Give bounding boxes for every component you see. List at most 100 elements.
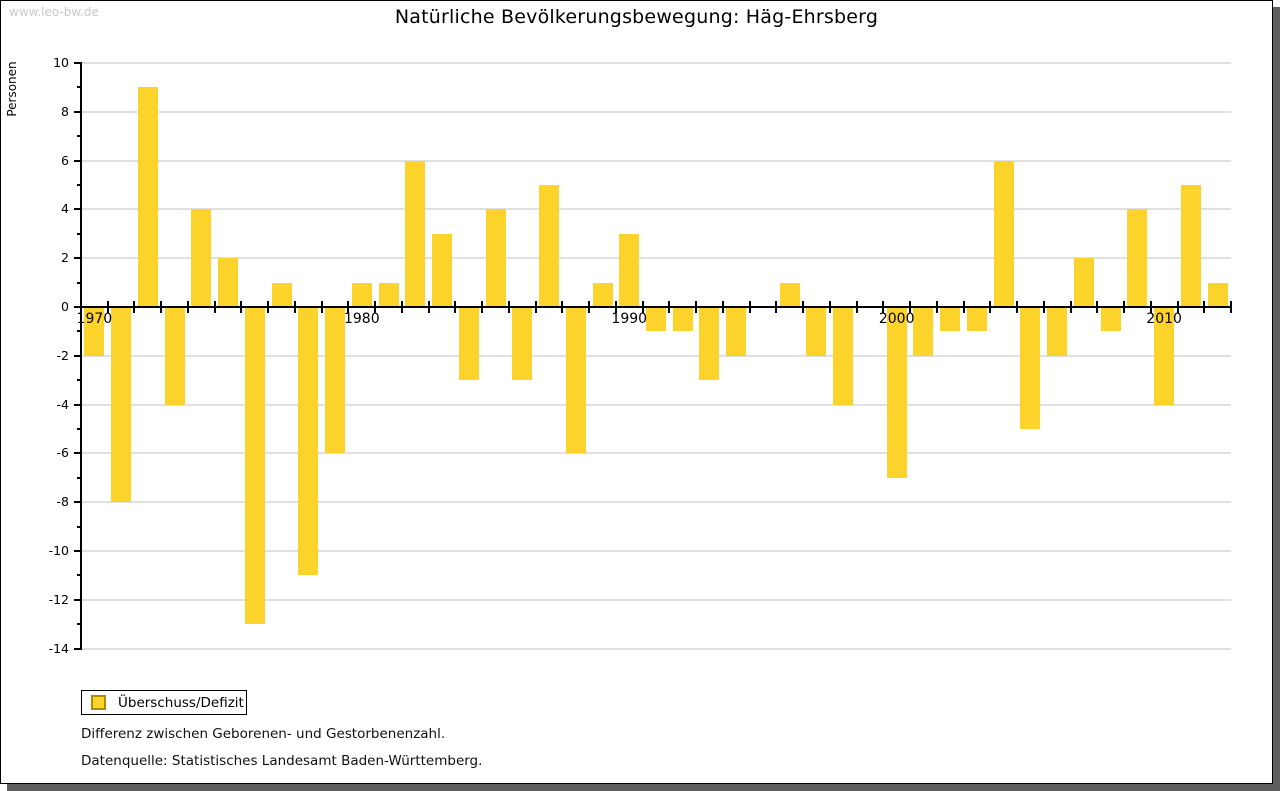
x-axis-tick: [775, 301, 778, 313]
x-axis-tick: [1069, 301, 1072, 313]
bar: [833, 307, 854, 405]
y-axis-tick: [74, 159, 81, 162]
bar: [940, 307, 961, 332]
y-tick-label: -4: [56, 396, 69, 412]
x-axis-tick: [454, 301, 457, 313]
gridline: [81, 501, 1231, 504]
y-tick-label: 6: [61, 152, 69, 168]
x-axis-tick: [427, 301, 430, 313]
y-axis-tick: [77, 330, 81, 333]
x-axis-tick: [481, 301, 484, 313]
x-axis-tick: [400, 301, 403, 313]
y-tick-label: 0: [61, 299, 69, 314]
gridline: [81, 354, 1231, 357]
y-axis-tick: [74, 598, 81, 601]
x-axis-tick: [160, 301, 163, 313]
y-tick-label: -8: [56, 494, 69, 510]
y-tick-label: 10: [53, 55, 69, 70]
x-axis-tick: [240, 301, 243, 313]
gridline: [81, 452, 1231, 455]
x-axis-tick: [1096, 301, 1099, 313]
bar: [993, 160, 1014, 307]
bar: [1047, 307, 1068, 356]
bar: [1154, 307, 1175, 405]
y-tick-label: -12: [48, 591, 69, 607]
x-axis-tick: [1016, 301, 1019, 313]
bar: [244, 307, 265, 625]
x-axis-tick: [320, 301, 323, 313]
y-tick-label: 2: [61, 250, 69, 266]
gridline: [81, 647, 1231, 650]
bar: [672, 307, 693, 332]
bar: [351, 282, 372, 307]
bar: [485, 209, 506, 307]
gridline: [81, 257, 1231, 260]
y-axis-tick: [77, 623, 81, 626]
y-tick-label: 8: [61, 103, 69, 119]
x-axis-tick: [668, 301, 671, 313]
datasource-note: Datenquelle: Statistisches Landesamt Bad…: [81, 753, 483, 769]
bar: [1100, 307, 1121, 332]
bar: [378, 282, 399, 307]
bar: [1073, 258, 1094, 307]
watermark: www.leo-bw.de: [9, 5, 99, 19]
y-tick-label: 4: [61, 201, 69, 217]
bar: [1127, 209, 1148, 307]
bar: [619, 233, 640, 307]
x-axis-tick: [695, 301, 698, 313]
x-axis-tick: [507, 301, 510, 313]
bar: [1020, 307, 1041, 429]
x-axis-tick: [748, 301, 751, 313]
gridline: [81, 62, 1231, 64]
x-axis-tick: [828, 301, 831, 313]
x-axis-tick: [909, 301, 912, 313]
legend-swatch: [91, 695, 106, 710]
y-axis-tick: [77, 379, 81, 382]
bar: [1207, 282, 1228, 307]
x-axis-tick: [1123, 301, 1126, 313]
y-axis-line: [80, 62, 82, 650]
x-axis-tick: [855, 301, 858, 313]
y-axis-tick: [74, 550, 81, 552]
x-axis-tick: [962, 301, 965, 313]
x-tick-label: 1980: [343, 311, 380, 327]
bar: [405, 160, 426, 307]
x-axis-tick: [1176, 301, 1179, 313]
y-axis-tick: [77, 574, 81, 577]
y-axis-tick: [74, 257, 81, 260]
x-axis-line: [80, 306, 1232, 308]
gridline: [81, 159, 1231, 162]
x-axis-tick: [989, 301, 992, 313]
bar: [84, 307, 105, 356]
bar: [137, 87, 158, 307]
y-axis-tick: [74, 110, 81, 113]
x-axis-tick: [1042, 301, 1045, 313]
chart-note: Differenz zwischen Geborenen- und Gestor…: [81, 726, 446, 742]
y-axis-tick: [74, 62, 81, 64]
x-axis-tick: [802, 301, 805, 313]
bar: [512, 307, 533, 381]
x-axis-tick: [1203, 301, 1206, 313]
legend: Überschuss/Defizit: [81, 690, 247, 715]
bar: [539, 185, 560, 307]
y-axis-tick: [77, 184, 81, 186]
y-axis-tick: [74, 452, 81, 455]
y-axis-tick: [77, 135, 81, 138]
y-tick-label: -6: [56, 445, 69, 461]
y-axis-tick: [77, 428, 81, 430]
x-tick-label: 2010: [1146, 311, 1182, 327]
y-axis-tick: [74, 403, 81, 406]
x-axis-tick: [721, 301, 724, 313]
x-axis-tick: [347, 301, 350, 313]
x-axis-tick: [882, 301, 885, 313]
x-axis-tick: [1149, 301, 1152, 313]
x-axis-tick: [561, 301, 564, 313]
y-axis-tick: [77, 232, 81, 235]
y-tick-label: -2: [56, 347, 69, 363]
gridline: [81, 598, 1231, 601]
y-axis-tick: [74, 306, 81, 308]
y-axis-tick: [74, 208, 81, 211]
y-axis-tick: [77, 525, 81, 528]
bar: [298, 307, 319, 576]
